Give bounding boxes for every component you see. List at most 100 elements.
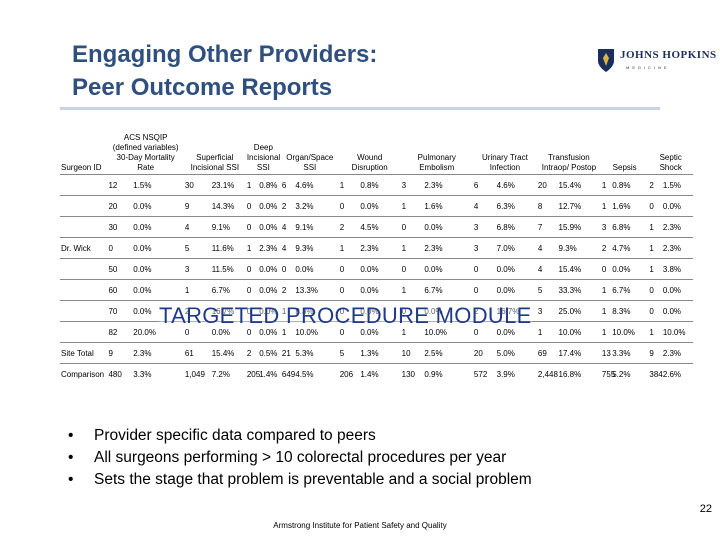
table-cell: 480: [108, 369, 122, 379]
table-cell: 10.0%: [612, 327, 635, 337]
surgeon-id-cell: Site Total: [61, 348, 94, 358]
table-cell: 3.8%: [662, 264, 682, 274]
table-cell: 1.6%: [424, 201, 443, 211]
column-header: Pulmonary Embolism: [417, 153, 456, 172]
table-cell: 1: [649, 222, 654, 232]
table-cell: 3: [601, 222, 607, 232]
table-cell: 0: [246, 285, 252, 295]
table-cell: 0.0%: [259, 306, 278, 316]
bullet-text: Provider specific data compared to peers: [94, 427, 376, 444]
table-cell: 0.0%: [133, 264, 152, 274]
table-cell: 61: [184, 348, 194, 358]
table-cell: 1.4%: [259, 369, 278, 379]
table-cell: 30: [108, 222, 118, 232]
table-cell: 16.7%: [211, 306, 235, 316]
table-cell: 0: [401, 306, 407, 316]
table-cell: 0.0%: [259, 201, 278, 211]
table-cell: 9.3%: [558, 243, 577, 253]
targeted-procedure-banner: TARGETED PROCEDURE MODULE: [159, 303, 532, 329]
table-cell: 1.3%: [360, 348, 379, 358]
column-header: Deep Incisional SSI: [246, 143, 281, 172]
surgeon-id-cell: Dr. Wick: [61, 243, 91, 253]
title-line-1: Engaging Other Providers:: [72, 41, 378, 68]
column-header: Sepsis: [612, 163, 637, 172]
table-cell: 0: [401, 222, 407, 232]
table-cell: 1: [246, 180, 252, 190]
table-cell: 5.0%: [496, 348, 515, 358]
table-cell: 0.0%: [259, 222, 278, 232]
table-cell: 0.0%: [259, 285, 278, 295]
table-cell: 6.8%: [612, 222, 631, 232]
table-cell: 0: [281, 264, 287, 274]
table-cell: 0: [339, 201, 345, 211]
table-cell: 2.3%: [662, 243, 682, 253]
table-cell: 0.0%: [360, 201, 379, 211]
table-cell: 0.0%: [211, 327, 230, 337]
table-cell: 206: [339, 369, 354, 379]
table-cell: 1: [649, 327, 654, 337]
surgeon-id-cell: [60, 175, 107, 196]
table-cell: 0: [473, 327, 479, 337]
table-cell: 0: [246, 264, 252, 274]
table-cell: 4.6%: [496, 180, 515, 190]
table-cell: 0: [649, 201, 654, 211]
table-cell: 4.5%: [295, 369, 314, 379]
table-row: 70 0.0% 2 16.7% 0 0.0% 1 8.3% 0 0.0% 0 0.0% 2 16.7% 3 2…: [60, 300, 693, 322]
table-cell: 10.0%: [558, 327, 582, 337]
slide-title: Engaging Other Providers: Peer Outcome R…: [72, 38, 377, 104]
table-cell: 1: [601, 285, 607, 295]
bullet-item: • All surgeons performing > 10 colorectal…: [68, 447, 708, 469]
bullet-text: All surgeons performing > 10 colorectal …: [94, 449, 507, 466]
table-cell: 9: [108, 348, 113, 358]
table-cell: 1: [401, 201, 407, 211]
table-cell: 6.7%: [424, 285, 443, 295]
table-cell: 0: [649, 306, 654, 316]
table-cell: 5: [537, 285, 543, 295]
surgeon-id-cell: [60, 196, 107, 217]
table-cell: 1: [339, 180, 345, 190]
table-cell: 4: [184, 222, 190, 232]
table-cell: 3: [401, 180, 407, 190]
page-number: 22: [699, 503, 712, 515]
table-cell: 13.3%: [295, 285, 318, 295]
table-cell: 0: [246, 201, 252, 211]
table-cell: 50: [108, 264, 118, 274]
footer-text: Armstrong Institute for Patient Safety a…: [273, 521, 447, 530]
table-cell: 2.3%: [662, 222, 682, 232]
table-cell: 1.5%: [662, 180, 682, 190]
bullet-icon: •: [68, 427, 74, 444]
table-cell: 5: [184, 243, 190, 253]
table-cell: 5: [339, 348, 345, 358]
column-header: Transfusion Intraop/ Postop: [541, 153, 597, 172]
table-cell: 1: [601, 201, 607, 211]
table-cell: 205: [246, 369, 261, 379]
table-cell: 0: [401, 264, 407, 274]
table-cell: 3.2%: [295, 201, 314, 211]
table-cell: 0.0%: [259, 264, 278, 274]
table-cell: 2: [339, 222, 345, 232]
table-cell: 20: [108, 201, 118, 211]
table-cell: 15.4%: [558, 264, 582, 274]
bullet-text: Sets the stage that problem is preventab…: [94, 471, 532, 488]
table-cell: 17.4%: [558, 348, 582, 358]
table-cell: 2.3%: [259, 243, 278, 253]
table-cell: 0: [601, 264, 607, 274]
table-cell: 3.3%: [612, 348, 631, 358]
table-cell: 0.0%: [133, 201, 152, 211]
table-cell: 0.0%: [424, 222, 443, 232]
table-cell: 16.7%: [496, 306, 520, 316]
table-cell: 0.0%: [259, 327, 278, 337]
table-cell: 2.3%: [662, 348, 682, 358]
table-cell: 0.8%: [259, 180, 278, 190]
table-cell: 0.0%: [360, 264, 379, 274]
bullet-icon: •: [68, 471, 74, 488]
table-cell: 0.9%: [424, 369, 443, 379]
table-cell: 2: [246, 348, 252, 358]
table-cell: 69: [537, 348, 547, 358]
table-cell: 0.0%: [424, 306, 443, 316]
table-cell: 4.7%: [612, 243, 631, 253]
table-cell: 2: [281, 285, 287, 295]
table-cell: 0: [108, 243, 113, 253]
table-cell: 0.0%: [360, 285, 379, 295]
table-cell: 30: [184, 180, 194, 190]
